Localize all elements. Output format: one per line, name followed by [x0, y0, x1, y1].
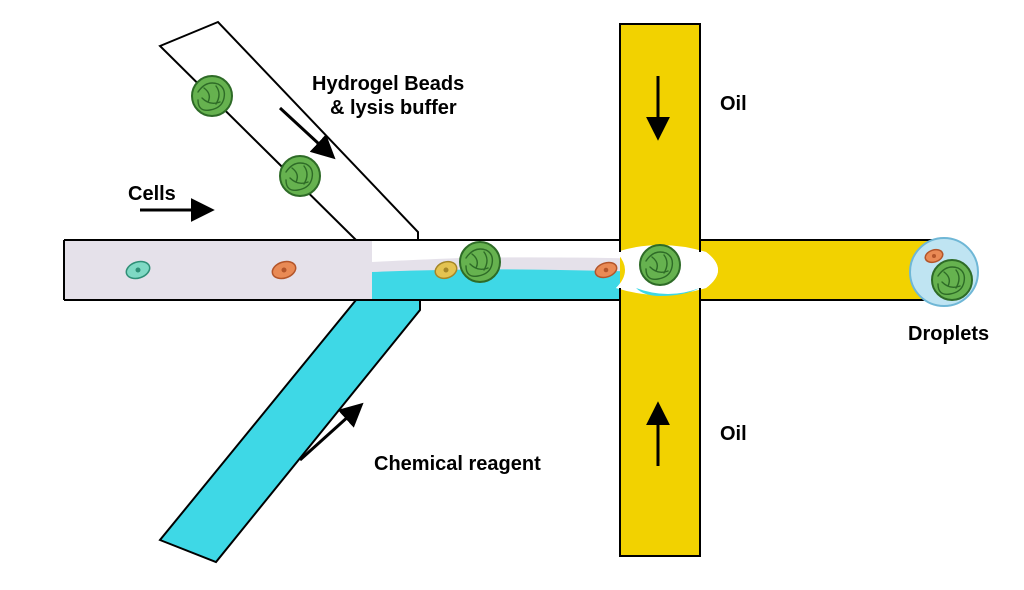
microfluidic-diagram: Cells Hydrogel Beads & lysis buffer Chem…	[0, 0, 1024, 590]
bead-2	[280, 156, 320, 196]
oil-outlet	[700, 240, 940, 300]
label-cells: Cells	[128, 183, 176, 205]
label-reagent: Chemical reagent	[374, 453, 541, 475]
beads-channel	[160, 22, 418, 240]
label-beads-l1: Hydrogel Beads	[312, 73, 464, 95]
bead-1	[192, 76, 232, 116]
bead-4	[640, 245, 680, 285]
label-beads-l2: & lysis buffer	[330, 97, 457, 119]
reagent-channel	[160, 300, 420, 562]
bead-3	[460, 242, 500, 282]
label-droplets: Droplets	[908, 323, 989, 345]
bead-5	[932, 260, 972, 300]
label-oil-bot: Oil	[720, 423, 747, 445]
label-oil-top: Oil	[720, 93, 747, 115]
